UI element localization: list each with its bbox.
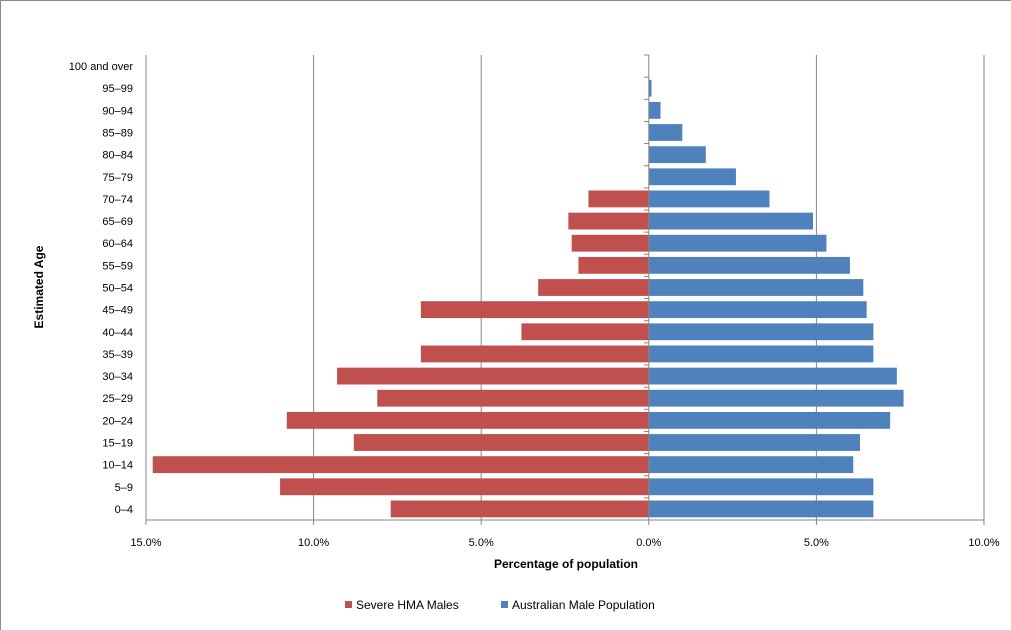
y-tick-label: 25–29 xyxy=(102,393,133,405)
bar-australian-1 xyxy=(648,478,874,496)
y-tick-labels: 0–4 5–9 10–14 15–19 20–24 25–29 30–34 35–39 40–4… xyxy=(69,61,134,516)
x-axis-title: Percentage of population xyxy=(494,557,638,571)
bar-australian-10 xyxy=(648,279,864,296)
y-axis-title: Estimated Age xyxy=(32,245,46,328)
y-tick-label: 75–79 xyxy=(102,172,133,184)
bar-severe-hma-3 xyxy=(353,434,649,451)
y-tick-label: 35–39 xyxy=(102,349,133,361)
bar-australian-14 xyxy=(648,190,770,208)
bar-severe-hma-6 xyxy=(337,367,649,385)
bar-australian-13 xyxy=(648,212,814,230)
legend: Severe HMA Males Australian Male Populati… xyxy=(345,598,655,612)
y-tick-label: 85–89 xyxy=(102,128,133,140)
y-tick-label: 50–54 xyxy=(102,283,133,295)
bar-australian-4 xyxy=(648,411,891,429)
bar-severe-hma-4 xyxy=(286,411,649,429)
bar-severe-hma-7 xyxy=(420,345,649,363)
bar-australian-2 xyxy=(648,456,854,474)
y-tick-label: 95–99 xyxy=(102,83,133,95)
y-tick-label: 45–49 xyxy=(102,305,133,317)
bar-australian-5 xyxy=(648,389,904,407)
bar-severe-hma-11 xyxy=(578,256,649,274)
y-tick-label: 65–69 xyxy=(102,216,133,228)
legend-swatch xyxy=(345,601,352,608)
bar-australian-16 xyxy=(648,146,706,164)
y-tick-label: 20–24 xyxy=(102,415,133,427)
bar-severe-hma-1 xyxy=(280,478,649,496)
bars xyxy=(152,79,904,518)
y-tick-label: 90–94 xyxy=(102,105,133,117)
axes xyxy=(145,54,985,525)
bar-severe-hma-9 xyxy=(420,301,649,319)
bar-severe-hma-8 xyxy=(521,323,649,341)
y-tick-label: 40–44 xyxy=(102,327,133,339)
x-tick-label: 10.0% xyxy=(968,537,999,549)
x-tick-labels: 15.0% 10.0% 5.0% 0.0% 5.0% 10.0% xyxy=(130,537,999,549)
y-tick-label: 80–84 xyxy=(102,150,133,162)
legend-swatch xyxy=(501,601,508,608)
x-tick-label: 5.0% xyxy=(804,537,829,549)
y-tick-label: 60–64 xyxy=(102,238,133,250)
bar-severe-hma-14 xyxy=(588,190,649,208)
bar-australian-8 xyxy=(648,323,874,341)
bar-australian-15 xyxy=(648,168,736,186)
bar-australian-3 xyxy=(648,434,860,451)
bar-severe-hma-2 xyxy=(152,456,649,474)
bar-australian-7 xyxy=(648,345,874,363)
x-tick-label: 0.0% xyxy=(636,537,661,549)
bar-australian-11 xyxy=(648,256,850,274)
bar-severe-hma-5 xyxy=(377,389,649,407)
y-tick-label: 70–74 xyxy=(102,194,133,206)
y-tick-label: 0–4 xyxy=(115,504,133,516)
y-tick-label: 30–34 xyxy=(102,371,133,383)
bar-severe-hma-12 xyxy=(571,234,649,252)
bar-australian-17 xyxy=(648,124,683,141)
bar-australian-9 xyxy=(648,301,867,319)
x-tick-label: 5.0% xyxy=(469,537,494,549)
y-tick-label: 55–59 xyxy=(102,260,133,272)
y-tick-label: 100 and over xyxy=(69,61,134,73)
legend-label: Australian Male Population xyxy=(512,598,655,612)
x-tick-label: 15.0% xyxy=(130,537,161,549)
bar-severe-hma-13 xyxy=(568,212,649,230)
y-tick-label: 10–14 xyxy=(102,460,133,472)
bar-severe-hma-10 xyxy=(538,279,649,296)
y-tick-label: 15–19 xyxy=(102,438,133,450)
bar-australian-6 xyxy=(648,367,897,385)
x-tick-label: 10.0% xyxy=(298,537,329,549)
legend-label: Severe HMA Males xyxy=(356,598,459,612)
bar-australian-0 xyxy=(648,500,874,518)
bar-australian-19 xyxy=(648,79,652,97)
bar-australian-12 xyxy=(648,234,827,252)
bar-severe-hma-0 xyxy=(390,500,649,518)
bar-australian-18 xyxy=(648,101,661,119)
y-tick-label: 5–9 xyxy=(115,482,133,494)
